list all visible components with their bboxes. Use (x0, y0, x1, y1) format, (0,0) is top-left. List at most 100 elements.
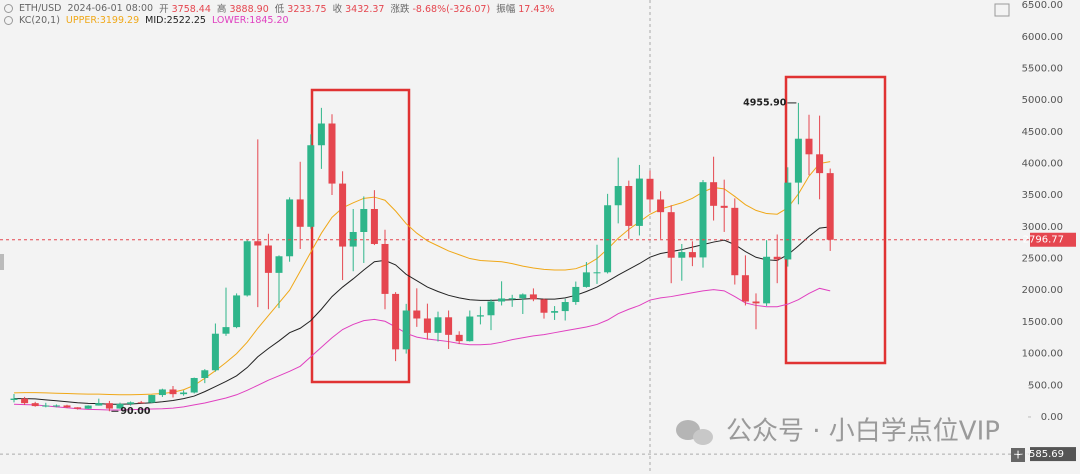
y-tick-label: 3500.00 (1022, 190, 1063, 201)
candle-body (180, 392, 188, 395)
highlight-box (784, 75, 887, 365)
indicator-line (14, 226, 831, 405)
candle-body (423, 318, 431, 333)
candle-body (816, 154, 824, 174)
candle-body (561, 302, 569, 312)
crosshair-box (1030, 447, 1076, 462)
candle-body (826, 173, 834, 240)
candle-body (370, 208, 378, 244)
field-value: 17.43% (518, 4, 555, 15)
indicator-line (13, 287, 831, 411)
candle-body (42, 405, 50, 407)
y-tick-label: 1500.00 (1022, 317, 1063, 328)
field-label: 低 (274, 4, 285, 15)
candle-body (720, 205, 728, 208)
y-tick-label: 0.00 (1041, 412, 1063, 423)
indicator-line (13, 161, 831, 396)
symbol: ETH/USD (19, 2, 62, 14)
y-tick-label: 500.00 (1028, 380, 1063, 391)
header-field: 高 3888.90 (217, 1, 269, 15)
candle-body (201, 370, 209, 378)
last-price-label: 2796.77 (1023, 235, 1064, 246)
candle-body (116, 403, 124, 409)
candle-body (95, 403, 103, 406)
candle-body (158, 389, 166, 396)
high-annotation: 4955.90 (743, 97, 787, 108)
candle-body (349, 231, 357, 247)
candle-body (84, 405, 92, 409)
candle-body (582, 272, 590, 287)
highlight-box (310, 88, 411, 384)
field-label: 收 (332, 4, 343, 15)
y-tick-label: 2000.00 (1022, 285, 1063, 296)
candle-body (222, 327, 230, 334)
candle-body (805, 138, 813, 155)
candle-body (794, 138, 802, 183)
candle-body (392, 293, 400, 350)
candle-body (296, 199, 304, 227)
candle-body (127, 402, 135, 404)
candle-body (678, 252, 686, 258)
header-field: 振幅 17.43% (496, 1, 554, 15)
candle-body (635, 178, 643, 226)
header-field: 涨跌 -8.68%(-326.07) (390, 1, 490, 15)
low-annotation: 90.00 (120, 406, 150, 417)
y-tick-label: 5000.00 (1022, 95, 1063, 106)
candle-body (63, 405, 71, 408)
field-label: 开 (159, 4, 169, 15)
candle-body (402, 310, 410, 350)
candle-body (275, 256, 283, 273)
last-price-box (1030, 232, 1076, 247)
time: 2024-06-01 08:00 (67, 2, 154, 14)
candle-body (667, 212, 675, 258)
y-tick-label: 2500.00 (1022, 254, 1063, 265)
candle-body (784, 182, 792, 260)
icon-bubble (693, 429, 713, 445)
candle-body (572, 286, 580, 303)
y-tick-label: 1000.00 (1022, 349, 1063, 360)
candle-body (508, 298, 516, 300)
candle-body (31, 403, 39, 407)
side-tab[interactable] (0, 254, 4, 270)
field-value: 3758.44 (171, 4, 211, 15)
ohlc-header: ETH/USD 2024-06-01 08:00 开 3758.44 高 3888… (4, 1, 554, 15)
candle-body (625, 185, 633, 226)
candle-body (148, 395, 156, 403)
header-field: 开 3758.44 (159, 1, 211, 15)
candle-body (10, 398, 18, 400)
candle-body (243, 241, 251, 296)
candle-body (254, 241, 262, 246)
candle-body (763, 256, 771, 304)
candle-body (286, 199, 294, 257)
candle-body (74, 407, 82, 409)
candle-body (699, 182, 707, 258)
candle-body (211, 333, 219, 371)
crosshair-label: -585.69 (1025, 449, 1064, 460)
candle-body (190, 377, 198, 393)
candle-body (614, 185, 622, 206)
candle-body (752, 301, 760, 304)
candle-body (741, 275, 749, 302)
candle-body (731, 207, 739, 276)
header-field: 收 3432.37 (333, 1, 385, 15)
candle-body (487, 301, 495, 316)
candle-body (105, 403, 113, 409)
header-icon (4, 16, 13, 25)
candle-body (317, 123, 325, 146)
settings-icon[interactable] (994, 3, 1010, 17)
candle-body (710, 182, 718, 206)
field-value: 3233.75 (287, 4, 327, 15)
candle-body (657, 199, 665, 213)
field-label: 涨跌 (390, 4, 410, 15)
candle-body (445, 317, 453, 335)
header-icon (4, 3, 13, 13)
field-label: 振幅 (496, 4, 516, 15)
candle-body (307, 145, 315, 227)
legend-entry: MID:2522.25 (145, 15, 206, 26)
candle-body (328, 123, 336, 184)
add-button[interactable] (1011, 448, 1025, 462)
candle-body (498, 298, 506, 302)
add-button-icon[interactable]: + (1013, 448, 1023, 462)
